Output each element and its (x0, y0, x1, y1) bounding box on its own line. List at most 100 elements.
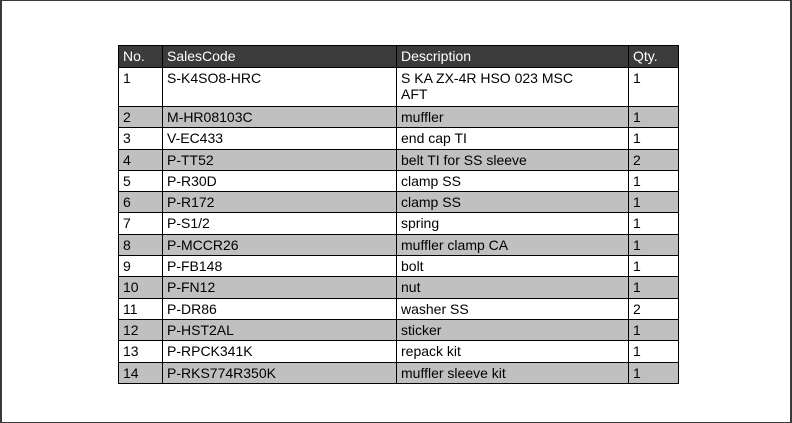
cell-no: 4 (118, 148, 163, 171)
table-row: 12 P-HST2AL sticker 1 (118, 318, 679, 342)
column-header-description: Description (396, 45, 629, 68)
cell-description: clamp SS (396, 191, 629, 214)
cell-no: 1 (118, 67, 163, 107)
cell-text: spring (401, 215, 440, 232)
cell-qty: 1 (628, 212, 679, 235)
table-row: 10 P-FN12 nut 1 (118, 276, 679, 299)
cell-sales-code: P-TT52 (162, 148, 397, 171)
cell-qty: 2 (628, 297, 679, 320)
cell-no: 9 (118, 255, 163, 278)
cell-description: sticker (396, 318, 629, 342)
cell-text: M-HR08103C (167, 109, 253, 125)
cell-description: spring (396, 212, 629, 235)
cell-text: repack kit (401, 343, 461, 360)
cell-text: P-R30D (167, 172, 217, 189)
cell-text: 1 (123, 70, 131, 86)
cell-sales-code: P-FN12 (162, 276, 397, 299)
cell-qty: 2 (628, 148, 679, 171)
cell-text: 1 (633, 236, 641, 253)
cell-qty: 1 (628, 233, 679, 257)
cell-text: P-FN12 (167, 279, 216, 296)
table-row: 8 P-MCCR26 muffler clamp CA 1 (118, 233, 679, 257)
cell-text: 1 (633, 321, 641, 338)
cell-text: 13 (123, 343, 139, 360)
cell-qty: 1 (628, 276, 679, 299)
cell-text: 8 (123, 236, 131, 253)
cell-no: 8 (118, 233, 163, 257)
column-header-salescode: SalesCode (162, 45, 397, 68)
cell-text: S KA ZX-4R HSO 023 MSC AFT (401, 70, 573, 102)
cell-text: P-DR86 (167, 300, 217, 317)
cell-text: 1 (633, 343, 641, 360)
cell-sales-code: P-HST2AL (162, 318, 397, 342)
cell-qty: 1 (628, 340, 679, 363)
cell-text: P-R172 (167, 194, 215, 211)
cell-text: nut (401, 279, 421, 296)
cell-text: P-FB148 (167, 258, 223, 275)
cell-text: P-RPCK341K (167, 343, 253, 360)
cell-text: 1 (633, 364, 641, 381)
parts-table: No. SalesCode Description Qty. 1 S-K4SO8-… (118, 45, 679, 384)
cell-no: 11 (118, 297, 163, 320)
cell-text: P-HST2AL (167, 321, 234, 338)
table-row: 6 P-R172 clamp SS 1 (118, 191, 679, 214)
table-row: 9 P-FB148 bolt 1 (118, 255, 679, 278)
cell-text: belt TI for SS sleeve (401, 151, 527, 168)
table-row: 13 P-RPCK341K repack kit 1 (118, 340, 679, 363)
table-header: No. SalesCode Description Qty. (118, 45, 679, 68)
cell-text: 2 (123, 109, 131, 125)
cell-no: 6 (118, 191, 163, 214)
cell-sales-code: P-S1/2 (162, 212, 397, 235)
cell-sales-code: P-R30D (162, 169, 397, 193)
cell-text: 11 (123, 300, 138, 317)
cell-text: muffler clamp CA (401, 236, 509, 253)
cell-text: end cap TI (401, 130, 467, 147)
cell-description: muffler sleeve kit (396, 361, 629, 384)
cell-text: 3 (123, 130, 131, 147)
cell-no: 13 (118, 340, 163, 363)
cell-no: 14 (118, 361, 163, 384)
header-row: No. SalesCode Description Qty. (118, 45, 679, 68)
cell-description: muffler clamp CA (396, 233, 629, 257)
cell-text: muffler (401, 109, 444, 125)
cell-text: washer SS (401, 300, 469, 317)
cell-text: 6 (123, 194, 131, 211)
table-body: 1 S-K4SO8-HRC S KA ZX-4R HSO 023 MSC AFT 1 2… (118, 67, 679, 384)
column-header-no: No. (118, 45, 163, 68)
cell-text: 1 (633, 130, 641, 147)
cell-sales-code: V-EC433 (162, 127, 397, 150)
cell-text: 14 (123, 364, 139, 381)
cell-description: S KA ZX-4R HSO 023 MSC AFT (396, 67, 629, 107)
cell-text: 2 (633, 151, 641, 168)
table-row: 3 V-EC433 end cap TI 1 (118, 127, 679, 150)
cell-text: 5 (123, 172, 131, 189)
column-header-qty: Qty. (628, 45, 679, 68)
table-row: 1 S-K4SO8-HRC S KA ZX-4R HSO 023 MSC AFT 1 (118, 67, 679, 107)
cell-description: end cap TI (396, 127, 629, 150)
table-row: 4 P-TT52 belt TI for SS sleeve 2 (118, 148, 679, 171)
cell-sales-code: M-HR08103C (162, 105, 397, 129)
cell-text: clamp SS (401, 194, 461, 211)
cell-description: nut (396, 276, 629, 299)
cell-text: 7 (123, 215, 131, 232)
cell-description: washer SS (396, 297, 629, 320)
table-row: 14 P-RKS774R350K muffler sleeve kit 1 (118, 361, 679, 384)
cell-no: 5 (118, 169, 163, 193)
cell-text: 1 (633, 194, 641, 211)
cell-no: 7 (118, 212, 163, 235)
cell-no: 3 (118, 127, 163, 150)
cell-text: 12 (123, 321, 139, 338)
cell-text: V-EC433 (167, 130, 224, 147)
cell-text: bolt (401, 258, 424, 275)
cell-no: 2 (118, 105, 163, 129)
cell-qty: 1 (628, 255, 679, 278)
cell-text: 10 (123, 279, 139, 296)
cell-qty: 1 (628, 169, 679, 193)
cell-qty: 1 (628, 127, 679, 150)
cell-no: 10 (118, 276, 163, 299)
cell-text: 1 (633, 279, 641, 296)
cell-text: P-RKS774R350K (167, 364, 276, 381)
table-row: 7 P-S1/2 spring 1 (118, 212, 679, 235)
cell-sales-code: P-FB148 (162, 255, 397, 278)
